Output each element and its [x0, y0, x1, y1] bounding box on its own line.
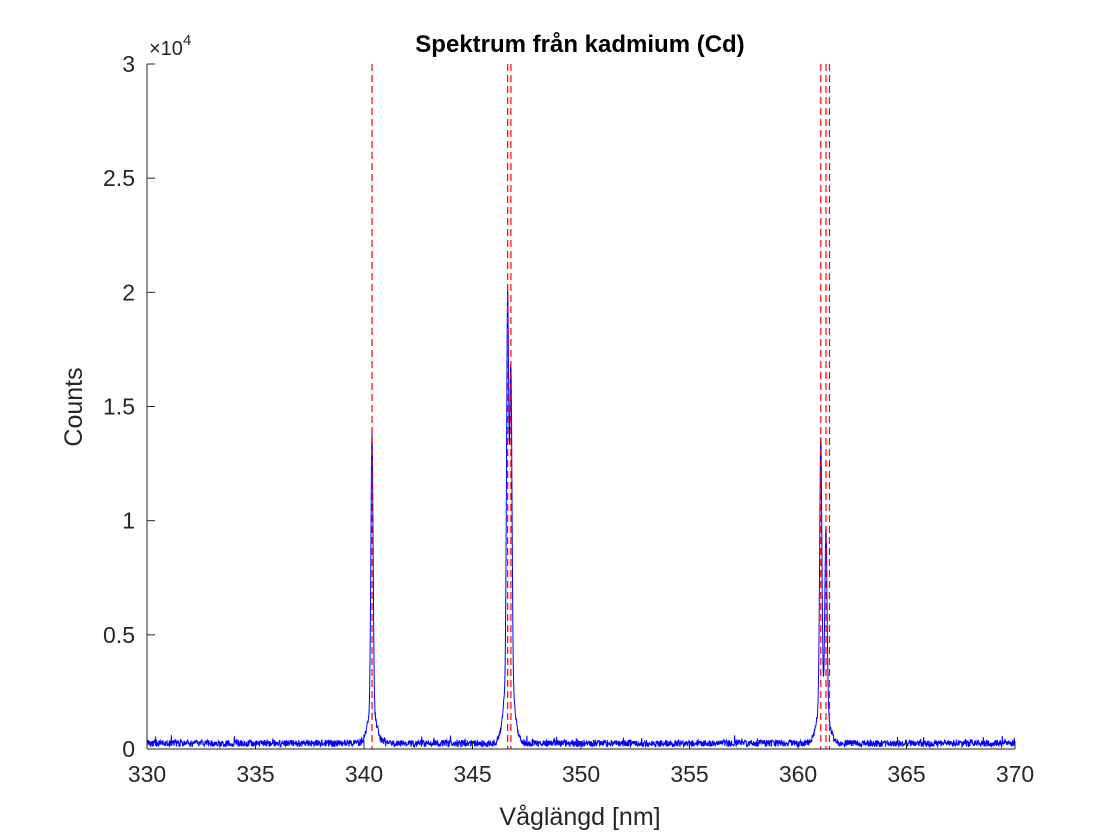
axes	[146, 63, 1016, 750]
y-tick-label: 1	[122, 508, 135, 534]
plot-area	[146, 63, 1016, 750]
x-tick-label: 335	[236, 761, 274, 787]
x-tick-label: 330	[128, 761, 166, 787]
x-tick-label: 355	[670, 761, 708, 787]
x-axis-title: Våglängd [nm]	[499, 803, 660, 831]
y-axis-exponent: ×104	[149, 32, 191, 60]
x-tick-label: 340	[345, 761, 383, 787]
y-tick-label: 2.5	[103, 165, 135, 191]
y-exponent-base: ×10	[149, 38, 183, 60]
y-tick-label: 1.5	[103, 394, 135, 420]
x-tick-label: 345	[453, 761, 491, 787]
y-tick-label: 0.5	[103, 622, 135, 648]
x-tick-label: 360	[779, 761, 817, 787]
y-tick-label: 0	[122, 736, 135, 762]
reference-lines	[371, 64, 831, 749]
y-axis-title: Counts	[60, 367, 88, 446]
x-tick-label: 365	[887, 761, 925, 787]
chart-title: Spektrum från kadmium (Cd)	[415, 31, 744, 58]
tick-labels: 330 335 340 345 350 355 360 365 370 0 0.5 1 1.5 2 2.5 3	[103, 51, 1034, 787]
y-tick-label: 2	[122, 279, 135, 305]
axes-background	[147, 64, 1015, 749]
x-tick-label: 350	[562, 761, 600, 787]
y-tick-label: 3	[122, 51, 135, 77]
x-tick-label: 370	[996, 761, 1034, 787]
y-exponent-power: 4	[183, 32, 191, 49]
